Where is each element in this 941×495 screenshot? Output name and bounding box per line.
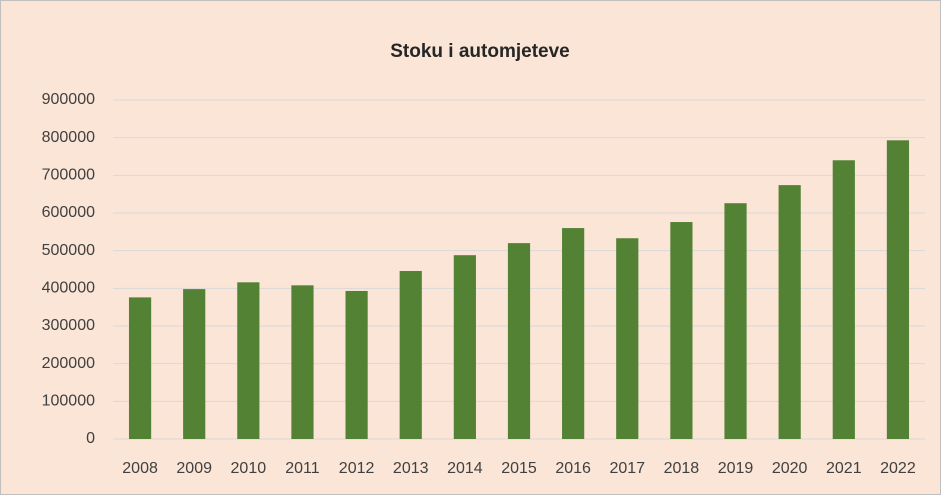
x-tick-label: 2022 (880, 460, 916, 477)
x-tick-label: 2020 (772, 460, 808, 477)
bar (670, 222, 693, 439)
x-tick-label: 2021 (826, 460, 862, 477)
x-tick-label: 2014 (447, 460, 483, 477)
y-tick-label: 800000 (42, 129, 95, 146)
y-tick-label: 0 (86, 430, 95, 447)
x-tick-label: 2018 (664, 460, 700, 477)
bar (345, 290, 368, 439)
bar (507, 243, 531, 439)
bar (399, 271, 422, 439)
bar (237, 282, 260, 439)
bar (724, 203, 747, 439)
bar (886, 140, 910, 439)
bar (832, 160, 855, 439)
y-tick-label: 300000 (42, 317, 95, 334)
x-tick-label: 2015 (501, 460, 537, 477)
bar (291, 285, 314, 439)
y-tick-label: 600000 (42, 204, 95, 221)
x-tick-label: 2008 (122, 460, 158, 477)
y-tick-label: 700000 (42, 167, 95, 184)
bar (562, 228, 585, 439)
x-tick-label: 2011 (285, 460, 320, 477)
bar (616, 238, 639, 439)
bar (778, 185, 801, 439)
y-tick-label: 500000 (42, 242, 95, 259)
bar (128, 297, 152, 439)
bar (183, 289, 206, 439)
x-tick-label: 2009 (176, 460, 212, 477)
bar (453, 255, 476, 439)
y-tick-label: 100000 (42, 393, 95, 410)
chart-title: Stoku i automjeteve (390, 41, 570, 62)
y-tick-label: 200000 (42, 355, 95, 372)
x-tick-label: 2013 (393, 460, 429, 477)
x-tick-label: 2019 (718, 460, 754, 477)
x-tick-label: 2010 (231, 460, 267, 477)
y-tick-label: 900000 (42, 91, 95, 108)
x-tick-label: 2017 (609, 460, 645, 477)
y-tick-label: 400000 (42, 280, 95, 297)
x-tick-label: 2016 (555, 460, 591, 477)
x-tick-label: 2012 (339, 460, 375, 477)
